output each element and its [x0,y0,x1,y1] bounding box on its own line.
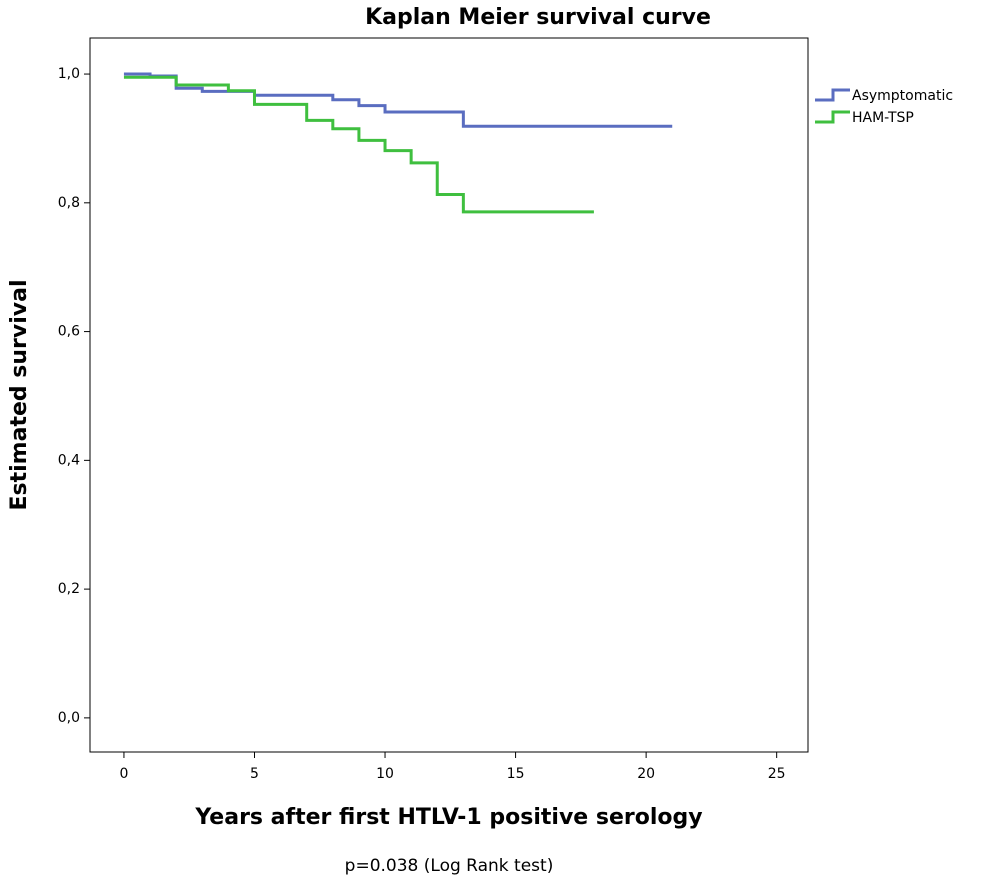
legend-swatch [815,88,850,102]
legend-swatch [815,110,850,124]
x-axis-title: Years after first HTLV-1 positive serolo… [194,805,702,830]
x-tick-label: 15 [507,766,525,782]
chart-title: Kaplan Meier survival curve [365,5,711,30]
x-tick-label: 5 [250,766,259,782]
y-tick-label: 0,4 [58,452,80,468]
x-tick-label: 25 [768,766,786,782]
x-tick-label: 20 [637,766,655,782]
legend-label: Asymptomatic [852,88,953,104]
annotation: p=0.038 (Log Rank test) [345,856,554,876]
legend-label: HAM-TSP [852,110,914,126]
plot-frame [89,37,809,753]
x-tick-label: 0 [119,766,128,782]
y-tick-label: 0,8 [58,195,80,211]
y-tick-label: 0,2 [58,581,80,597]
y-tick-label: 0,0 [58,710,80,726]
y-tick-label: 0,6 [58,324,80,340]
survival-curve [123,75,594,214]
y-tick-label: 1,0 [58,66,80,82]
x-tick-label: 10 [376,766,394,782]
y-axis-title: Estimated survival [7,279,32,510]
